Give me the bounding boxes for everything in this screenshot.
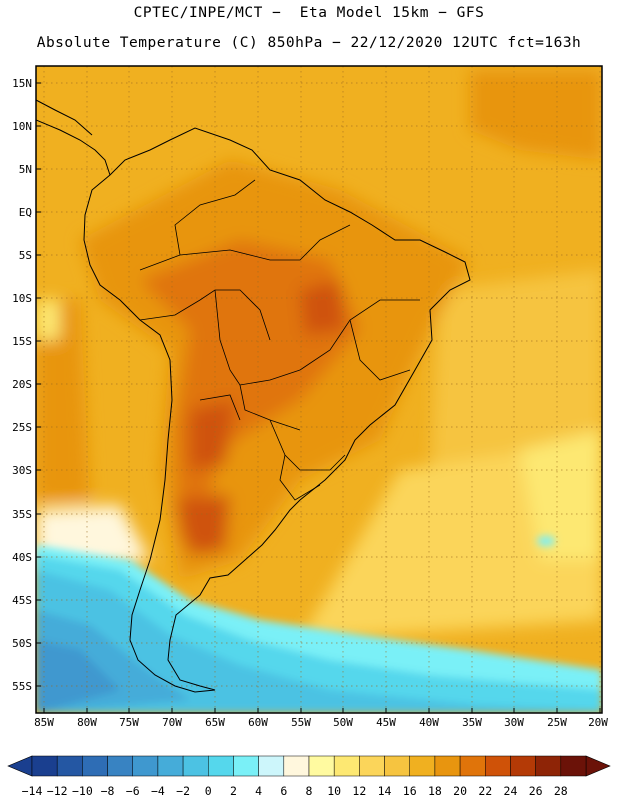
lat-label: 50S xyxy=(12,637,32,650)
legend-swatch xyxy=(409,755,436,777)
coastline xyxy=(83,127,471,693)
legend-swatch xyxy=(333,755,360,777)
lat-label: 35S xyxy=(12,508,32,521)
legend-swatch xyxy=(157,755,184,777)
legend-label: −2 xyxy=(176,784,190,798)
lat-label: 5S xyxy=(19,249,32,262)
lat-label: 15N xyxy=(12,77,32,90)
legend-label: 8 xyxy=(306,784,313,798)
legend-swatch xyxy=(208,755,234,777)
lat-label: EQ xyxy=(19,206,32,219)
legend-label: −8 xyxy=(101,784,115,798)
legend-label: −4 xyxy=(151,784,165,798)
legend-swatch xyxy=(182,755,209,777)
legend-label: 22 xyxy=(478,784,492,798)
legend-arrow-high xyxy=(585,755,611,777)
legend-swatch xyxy=(560,755,587,777)
lon-label: 60W xyxy=(248,716,268,729)
lon-label: 80W xyxy=(77,716,97,729)
legend-swatch xyxy=(56,755,83,777)
legend-swatch xyxy=(82,755,108,777)
map-frame xyxy=(35,65,603,714)
legend-swatch xyxy=(258,755,285,777)
legend-swatch xyxy=(434,755,461,777)
legend-swatch xyxy=(485,755,511,777)
legend-swatch xyxy=(107,755,133,777)
legend-label: 16 xyxy=(403,784,417,798)
legend-swatch xyxy=(535,755,562,777)
legend-swatch xyxy=(132,755,159,777)
legend-swatch xyxy=(233,755,259,777)
legend-label: 20 xyxy=(453,784,467,798)
lon-label: 50W xyxy=(333,716,353,729)
legend-swatch xyxy=(308,755,335,777)
lon-label: 40W xyxy=(419,716,439,729)
lon-label: 25W xyxy=(547,716,567,729)
legend-label: −12 xyxy=(47,784,68,798)
lat-label: 55S xyxy=(12,680,32,693)
legend-swatch xyxy=(31,755,58,777)
lat-label: 30S xyxy=(12,464,32,477)
legend-arrow-low xyxy=(7,755,33,777)
legend-label: 12 xyxy=(352,784,366,798)
lon-label: 45W xyxy=(376,716,396,729)
lon-label: 55W xyxy=(291,716,311,729)
legend-label: 28 xyxy=(554,784,568,798)
legend-label: 18 xyxy=(428,784,442,798)
legend-swatch xyxy=(510,755,536,777)
color-legend: −14 −12 −10 −8 −6 −4 −2 0 2 4 6 8 10 12 14 16 18 20 22 24 26… xyxy=(7,755,611,798)
legend-swatch xyxy=(459,755,486,777)
lon-label: 20W xyxy=(588,716,608,729)
lat-label: 10N xyxy=(12,120,32,133)
lat-label: 45S xyxy=(12,594,32,607)
legend-swatch xyxy=(359,755,385,777)
legend-label: 2 xyxy=(230,784,237,798)
longitude-labels: 85W 80W 75W 70W 65W 60W 55W 50W 45W 40W … xyxy=(34,716,608,729)
legend-label: 10 xyxy=(327,784,341,798)
lon-label: 30W xyxy=(504,716,524,729)
latitude-labels: 15N 10N 5N EQ 5S 10S 15S 20S 25S 30S 35S… xyxy=(12,77,32,693)
lon-label: 85W xyxy=(34,716,54,729)
legend-swatch xyxy=(283,755,310,777)
lat-label: 25S xyxy=(12,421,32,434)
lat-label: 40S xyxy=(12,551,32,564)
temperature-field xyxy=(36,66,602,713)
legend-label: 26 xyxy=(529,784,543,798)
lat-label: 10S xyxy=(12,292,32,305)
legend-swatch xyxy=(384,755,410,777)
legend-label: 6 xyxy=(280,784,287,798)
legend-label: 0 xyxy=(205,784,212,798)
lon-label: 70W xyxy=(162,716,182,729)
lon-label: 65W xyxy=(205,716,225,729)
lon-label: 35W xyxy=(462,716,482,729)
legend-label: 14 xyxy=(378,784,392,798)
legend-label: 24 xyxy=(504,784,518,798)
legend-label: −6 xyxy=(126,784,140,798)
legend-label: 4 xyxy=(255,784,262,798)
legend-label: −10 xyxy=(72,784,93,798)
country-borders xyxy=(139,179,420,501)
lon-label: 75W xyxy=(119,716,139,729)
lat-label: 5N xyxy=(19,163,32,176)
title-variable: Absolute Temperature (C) 850hPa − 22/12/… xyxy=(36,35,582,51)
legend-label: −14 xyxy=(22,784,43,798)
lat-label: 15S xyxy=(12,335,32,348)
lat-label: 20S xyxy=(12,378,32,391)
title-model: CPTEC/INPE/MCT − Eta Model 15km − GFS xyxy=(133,5,485,21)
